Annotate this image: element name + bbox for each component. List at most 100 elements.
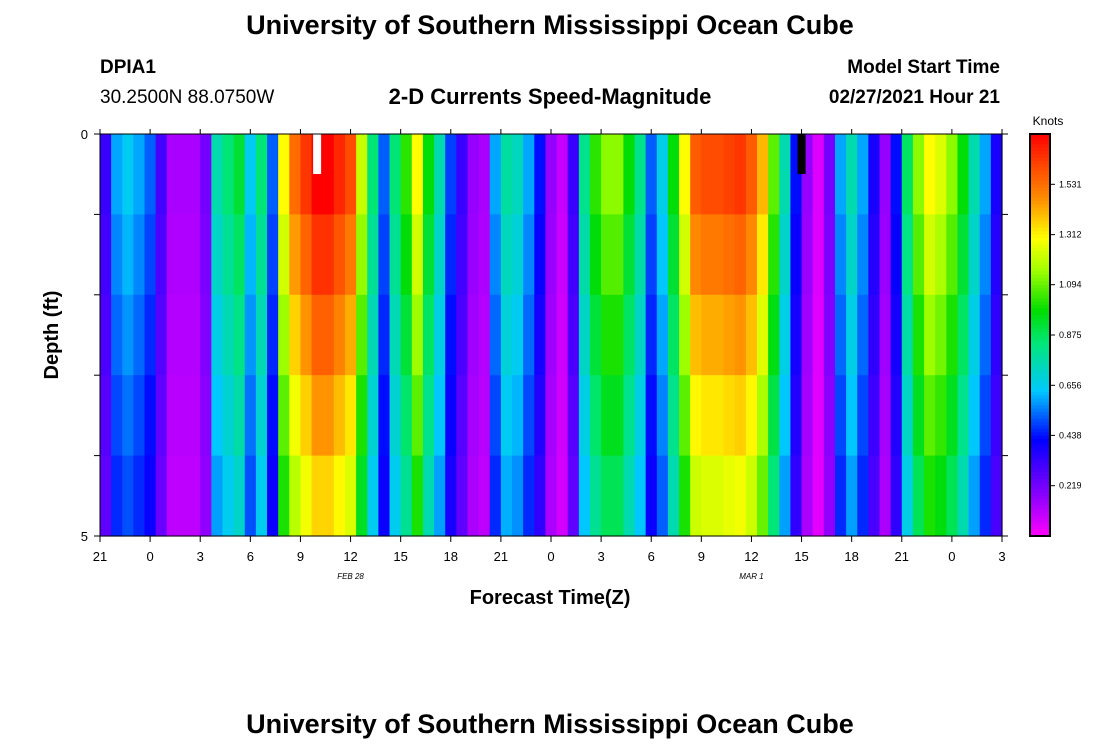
- heatmap-cell: [445, 134, 457, 215]
- heatmap-cell: [946, 294, 959, 376]
- heatmap-cell: [823, 294, 836, 376]
- heatmap-cell: [189, 375, 201, 457]
- colorbar-swatch: [1030, 385, 1050, 390]
- heatmap-cell: [912, 214, 925, 296]
- heatmap-cell: [656, 134, 669, 215]
- colorbar-swatch: [1030, 448, 1050, 453]
- colorbar-swatch: [1030, 288, 1050, 293]
- heatmap-cell: [656, 214, 669, 296]
- heatmap-cell: [812, 375, 825, 457]
- heatmap-cell: [177, 134, 190, 215]
- heatmap-cell: [411, 214, 424, 296]
- heatmap-cell: [935, 134, 947, 215]
- heatmap-cells: [100, 134, 1003, 537]
- heatmap-cell: [790, 455, 803, 537]
- heatmap-cell: [656, 375, 669, 457]
- heatmap-cell: [456, 294, 469, 376]
- heatmap-cell: [445, 375, 457, 457]
- heatmap-cell: [623, 214, 636, 296]
- heatmap-cell: [434, 375, 446, 457]
- heatmap-cell: [189, 455, 201, 537]
- heatmap-cell: [456, 134, 469, 215]
- heatmap-cell: [890, 214, 903, 296]
- heatmap-cell: [200, 294, 212, 376]
- heatmap-cell: [834, 134, 847, 215]
- heatmap-cell: [868, 214, 881, 296]
- heatmap-cell: [244, 134, 257, 215]
- heatmap-cell: [879, 375, 892, 457]
- colorbar-swatch: [1030, 512, 1050, 517]
- x-tick-label: 15: [794, 549, 808, 564]
- heatmap-cell: [467, 375, 480, 457]
- heatmap-cell: [990, 455, 1003, 537]
- heatmap-cell: [979, 455, 992, 537]
- heatmap-cell: [712, 214, 725, 296]
- heatmap-cell: [924, 134, 936, 215]
- heatmap-cell: [779, 214, 792, 296]
- heatmap-cell: [122, 455, 135, 537]
- page-title-bottom: University of Southern Mississippi Ocean…: [246, 709, 854, 739]
- heatmap-cell: [166, 214, 179, 296]
- heatmap-cell: [567, 455, 580, 537]
- x-tick-label: 0: [547, 549, 554, 564]
- heatmap-cell: [133, 134, 146, 215]
- heatmap-cell: [378, 214, 391, 296]
- colorbar-swatch: [1030, 231, 1050, 236]
- heatmap-cell: [100, 214, 112, 296]
- colorbar-swatch: [1030, 318, 1050, 323]
- heatmap-cell: [244, 214, 257, 296]
- heatmap-cell: [990, 375, 1003, 457]
- colorbar-swatch: [1030, 509, 1050, 514]
- heatmap-cell: [523, 455, 535, 537]
- heatmap-cell: [645, 375, 658, 457]
- heatmap-cell: [400, 134, 413, 215]
- x-tick-label: 12: [343, 549, 357, 564]
- colorbar-swatch: [1030, 405, 1050, 410]
- heatmap-cell: [523, 134, 535, 215]
- heatmap-cell: [333, 375, 346, 457]
- colorbar-swatch: [1030, 371, 1050, 376]
- heatmap-cell: [300, 294, 313, 376]
- colorbar-swatch: [1030, 274, 1050, 279]
- colorbar-swatch: [1030, 515, 1050, 520]
- heatmap-cell: [578, 134, 591, 215]
- heatmap-cell: [356, 214, 368, 296]
- heatmap-cell: [801, 214, 814, 296]
- heatmap-cell: [968, 455, 981, 537]
- heatmap-cell: [400, 455, 413, 537]
- heatmap-cell: [868, 375, 881, 457]
- heatmap-cell: [567, 214, 580, 296]
- heatmap-cell: [757, 214, 769, 296]
- colorbar-swatch: [1030, 247, 1050, 252]
- colorbar-swatch: [1030, 217, 1050, 222]
- heatmap-cell: [445, 455, 457, 537]
- colorbar-swatch: [1030, 167, 1050, 172]
- heatmap-cell: [211, 375, 224, 457]
- heatmap-cell: [556, 294, 569, 376]
- heatmap-cell: [846, 134, 858, 215]
- chart-title: 2-D Currents Speed-Magnitude: [388, 84, 712, 109]
- colorbar-swatch: [1030, 227, 1050, 232]
- heatmap-cell: [344, 214, 357, 296]
- heatmap-cell: [935, 375, 947, 457]
- heatmap-cell: [946, 375, 959, 457]
- heatmap-cell: [701, 375, 714, 457]
- heatmap-cell: [411, 134, 424, 215]
- colorbar-swatch: [1030, 271, 1050, 276]
- heatmap-cell: [400, 375, 413, 457]
- heatmap-cell: [834, 214, 847, 296]
- heatmap-cell: [601, 375, 613, 457]
- heatmap-cell: [311, 375, 324, 457]
- colorbar-swatch: [1030, 137, 1050, 142]
- heatmap-cell: [189, 294, 201, 376]
- heatmap-cell: [589, 214, 602, 296]
- heatmap-cell: [166, 134, 179, 215]
- x-tick-label: 3: [597, 549, 604, 564]
- colorbar-swatch: [1030, 388, 1050, 393]
- colorbar-swatch: [1030, 381, 1050, 386]
- colorbar-swatch: [1030, 301, 1050, 306]
- heatmap-cell: [177, 455, 190, 537]
- heatmap-cell: [834, 455, 847, 537]
- colorbar-swatch: [1030, 335, 1050, 339]
- heatmap-cell: [812, 134, 825, 215]
